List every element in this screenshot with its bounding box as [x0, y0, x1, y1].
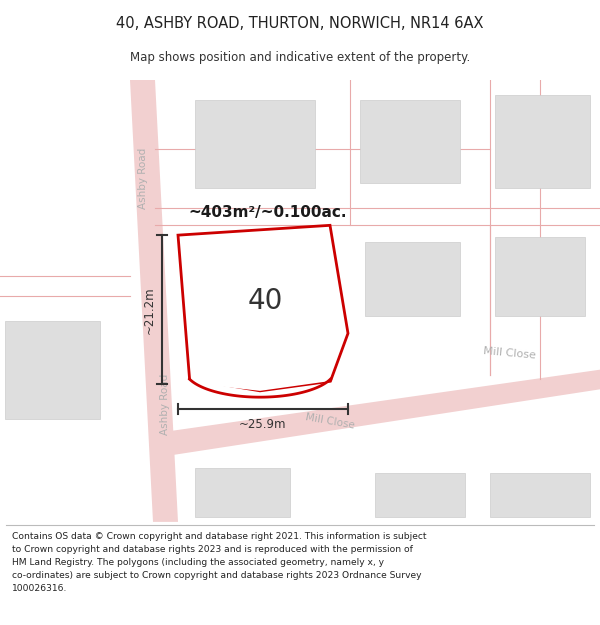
- Polygon shape: [178, 226, 348, 392]
- Polygon shape: [153, 369, 600, 458]
- Bar: [375, 472, 465, 517]
- Text: ~21.2m: ~21.2m: [143, 286, 155, 334]
- Bar: [495, 95, 590, 188]
- Text: Ashby Road: Ashby Road: [138, 148, 148, 209]
- Text: Mill Close: Mill Close: [483, 346, 537, 360]
- Bar: [365, 242, 460, 316]
- Bar: [495, 237, 585, 316]
- Polygon shape: [130, 80, 178, 522]
- Text: Mill Close: Mill Close: [305, 412, 355, 431]
- Bar: [5, 321, 100, 419]
- Bar: [215, 281, 295, 340]
- Polygon shape: [185, 379, 332, 404]
- Bar: [195, 468, 290, 517]
- Bar: [360, 99, 460, 183]
- Bar: [195, 99, 315, 188]
- Text: ~403m²/~0.100ac.: ~403m²/~0.100ac.: [188, 205, 347, 220]
- Text: Ashby Road: Ashby Road: [160, 373, 170, 434]
- Bar: [490, 472, 590, 517]
- Text: 40: 40: [247, 287, 283, 315]
- Text: Map shows position and indicative extent of the property.: Map shows position and indicative extent…: [130, 51, 470, 64]
- Text: ~25.9m: ~25.9m: [239, 418, 287, 431]
- Text: 40, ASHBY ROAD, THURTON, NORWICH, NR14 6AX: 40, ASHBY ROAD, THURTON, NORWICH, NR14 6…: [116, 16, 484, 31]
- Text: Contains OS data © Crown copyright and database right 2021. This information is : Contains OS data © Crown copyright and d…: [12, 532, 427, 592]
